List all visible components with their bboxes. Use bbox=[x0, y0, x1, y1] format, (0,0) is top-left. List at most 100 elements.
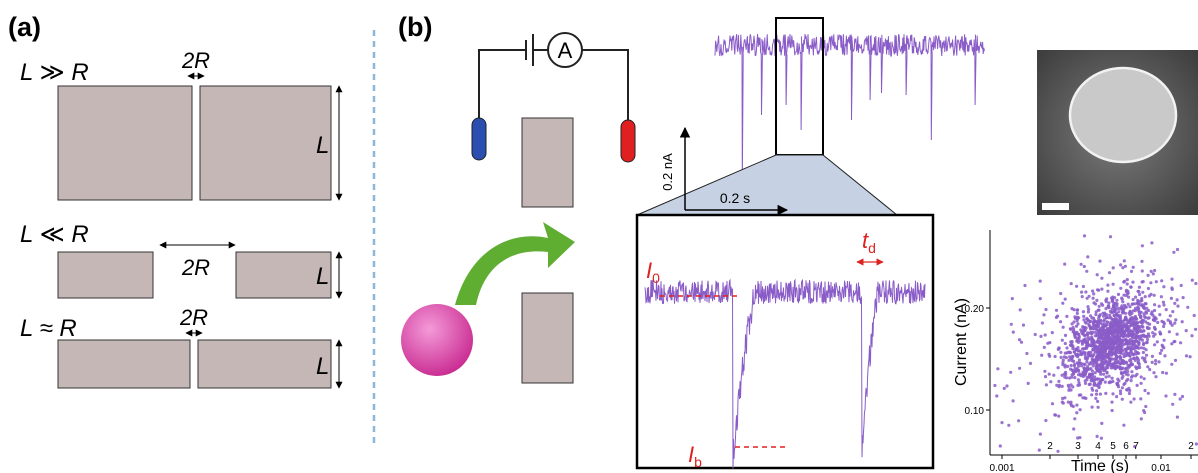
pore-image bbox=[1070, 68, 1176, 162]
electrode bbox=[621, 120, 635, 162]
scatter-point bbox=[1124, 312, 1127, 315]
scatter-point bbox=[1125, 379, 1128, 382]
gap-label: 2R bbox=[181, 48, 210, 73]
scatter-point bbox=[1156, 340, 1159, 343]
scatter-point bbox=[1086, 368, 1089, 371]
scatter-point bbox=[1122, 322, 1125, 325]
scatter-point bbox=[1139, 337, 1142, 340]
scatter-point bbox=[1077, 316, 1080, 319]
scatter-point bbox=[1096, 288, 1099, 291]
scatter-point bbox=[1129, 401, 1132, 404]
scatter-point bbox=[1103, 345, 1106, 348]
scatter-point bbox=[1163, 322, 1166, 325]
scatter-point bbox=[1138, 366, 1141, 369]
subscript: 0 bbox=[652, 270, 660, 286]
scatter-point bbox=[1147, 287, 1150, 290]
scatter-point bbox=[1139, 320, 1142, 323]
scatter-point bbox=[1086, 340, 1089, 343]
scatter-point bbox=[1086, 331, 1089, 334]
scatter-point bbox=[1125, 339, 1128, 342]
scatter-point bbox=[1104, 352, 1107, 355]
scatter-point bbox=[1170, 297, 1173, 300]
scatter-point bbox=[993, 384, 996, 387]
scatter-point bbox=[1124, 317, 1127, 320]
scatter-point bbox=[1091, 406, 1094, 409]
scatter-point bbox=[1154, 375, 1157, 378]
scatter-point bbox=[1138, 286, 1141, 289]
scatter-point bbox=[1112, 283, 1115, 286]
scatter-point bbox=[1112, 266, 1115, 269]
scatter-point bbox=[1136, 384, 1139, 387]
scatter-point bbox=[1126, 370, 1129, 373]
scatter-point bbox=[1161, 345, 1164, 348]
scatter-point bbox=[1041, 321, 1044, 324]
scatter-point bbox=[1140, 382, 1143, 385]
scatter-point bbox=[1038, 449, 1041, 452]
scatter-point bbox=[1071, 355, 1074, 358]
scatter-point bbox=[1142, 329, 1145, 332]
scatter-point bbox=[1034, 333, 1037, 336]
scatter-point bbox=[1064, 352, 1067, 355]
figure: (a) L ≫ R 2R L L ≪ R 2R L L ≈ R 2R L (b)… bbox=[0, 0, 1198, 473]
scatter-point bbox=[1056, 450, 1059, 453]
scatter-point bbox=[1169, 314, 1172, 317]
scatter-point bbox=[1071, 322, 1074, 325]
scatter-point bbox=[1091, 359, 1094, 362]
scatter-point bbox=[1057, 346, 1060, 349]
scatter-point bbox=[1149, 293, 1152, 296]
scatter-point bbox=[1170, 278, 1173, 281]
scale-bar bbox=[1042, 203, 1069, 210]
scatter-point bbox=[1082, 315, 1085, 318]
scatter-point bbox=[1134, 374, 1137, 377]
scatter-plot: 0.200.100.0012345670.012 bbox=[965, 234, 1198, 473]
scatter-point bbox=[1092, 364, 1095, 367]
scatter-point bbox=[1000, 421, 1003, 424]
scatter-point bbox=[1109, 310, 1112, 313]
scatter-point bbox=[1069, 401, 1072, 404]
scatter-point bbox=[1116, 340, 1119, 343]
scatter-point bbox=[1137, 359, 1140, 362]
scatter-point bbox=[1173, 302, 1176, 305]
scatter-point bbox=[1060, 356, 1063, 359]
scatter-point bbox=[1106, 342, 1109, 345]
scatter-point bbox=[1118, 355, 1121, 358]
scatter-point bbox=[1153, 315, 1156, 318]
scatter-point bbox=[1103, 362, 1106, 365]
scatter-point bbox=[1075, 285, 1078, 288]
scatter-point bbox=[1104, 381, 1107, 384]
scatter-point bbox=[1020, 341, 1023, 344]
scatter-point bbox=[1052, 374, 1055, 377]
scatter-point bbox=[1126, 292, 1129, 295]
scatter-point bbox=[1121, 349, 1124, 352]
scatter-point bbox=[1057, 415, 1060, 418]
scatter-point bbox=[1070, 282, 1073, 285]
x-tick-label: 4 bbox=[1095, 441, 1101, 452]
scatter-point bbox=[1096, 400, 1099, 403]
scatter-point bbox=[1191, 279, 1194, 282]
scatter-point bbox=[1119, 389, 1122, 392]
scatter-point bbox=[1092, 317, 1095, 320]
scatter-point bbox=[1071, 359, 1074, 362]
scatter-point bbox=[1068, 355, 1071, 358]
scatter-point bbox=[1012, 399, 1015, 402]
scatter-point bbox=[1081, 295, 1084, 298]
scatter-point bbox=[1076, 436, 1079, 439]
scatter-point bbox=[1151, 331, 1154, 334]
scatter-point bbox=[1134, 335, 1137, 338]
scatter-point bbox=[1112, 319, 1115, 322]
scatter-point bbox=[1143, 307, 1146, 310]
scatter-point bbox=[1162, 325, 1165, 328]
scatter-point bbox=[1076, 361, 1079, 364]
scatter-point bbox=[1130, 348, 1133, 351]
scatter-point bbox=[1129, 285, 1132, 288]
scatter-point bbox=[1163, 339, 1166, 342]
scatter-point bbox=[1054, 355, 1057, 358]
scatter-point bbox=[1093, 378, 1096, 381]
scatter-point bbox=[1171, 403, 1174, 406]
scatter-point bbox=[1108, 327, 1111, 330]
scatter-point bbox=[1063, 396, 1066, 399]
scatter-point bbox=[1148, 316, 1151, 319]
scatter-point bbox=[1134, 359, 1137, 362]
scatter-point bbox=[1107, 316, 1110, 319]
scatter-point bbox=[1074, 336, 1077, 339]
